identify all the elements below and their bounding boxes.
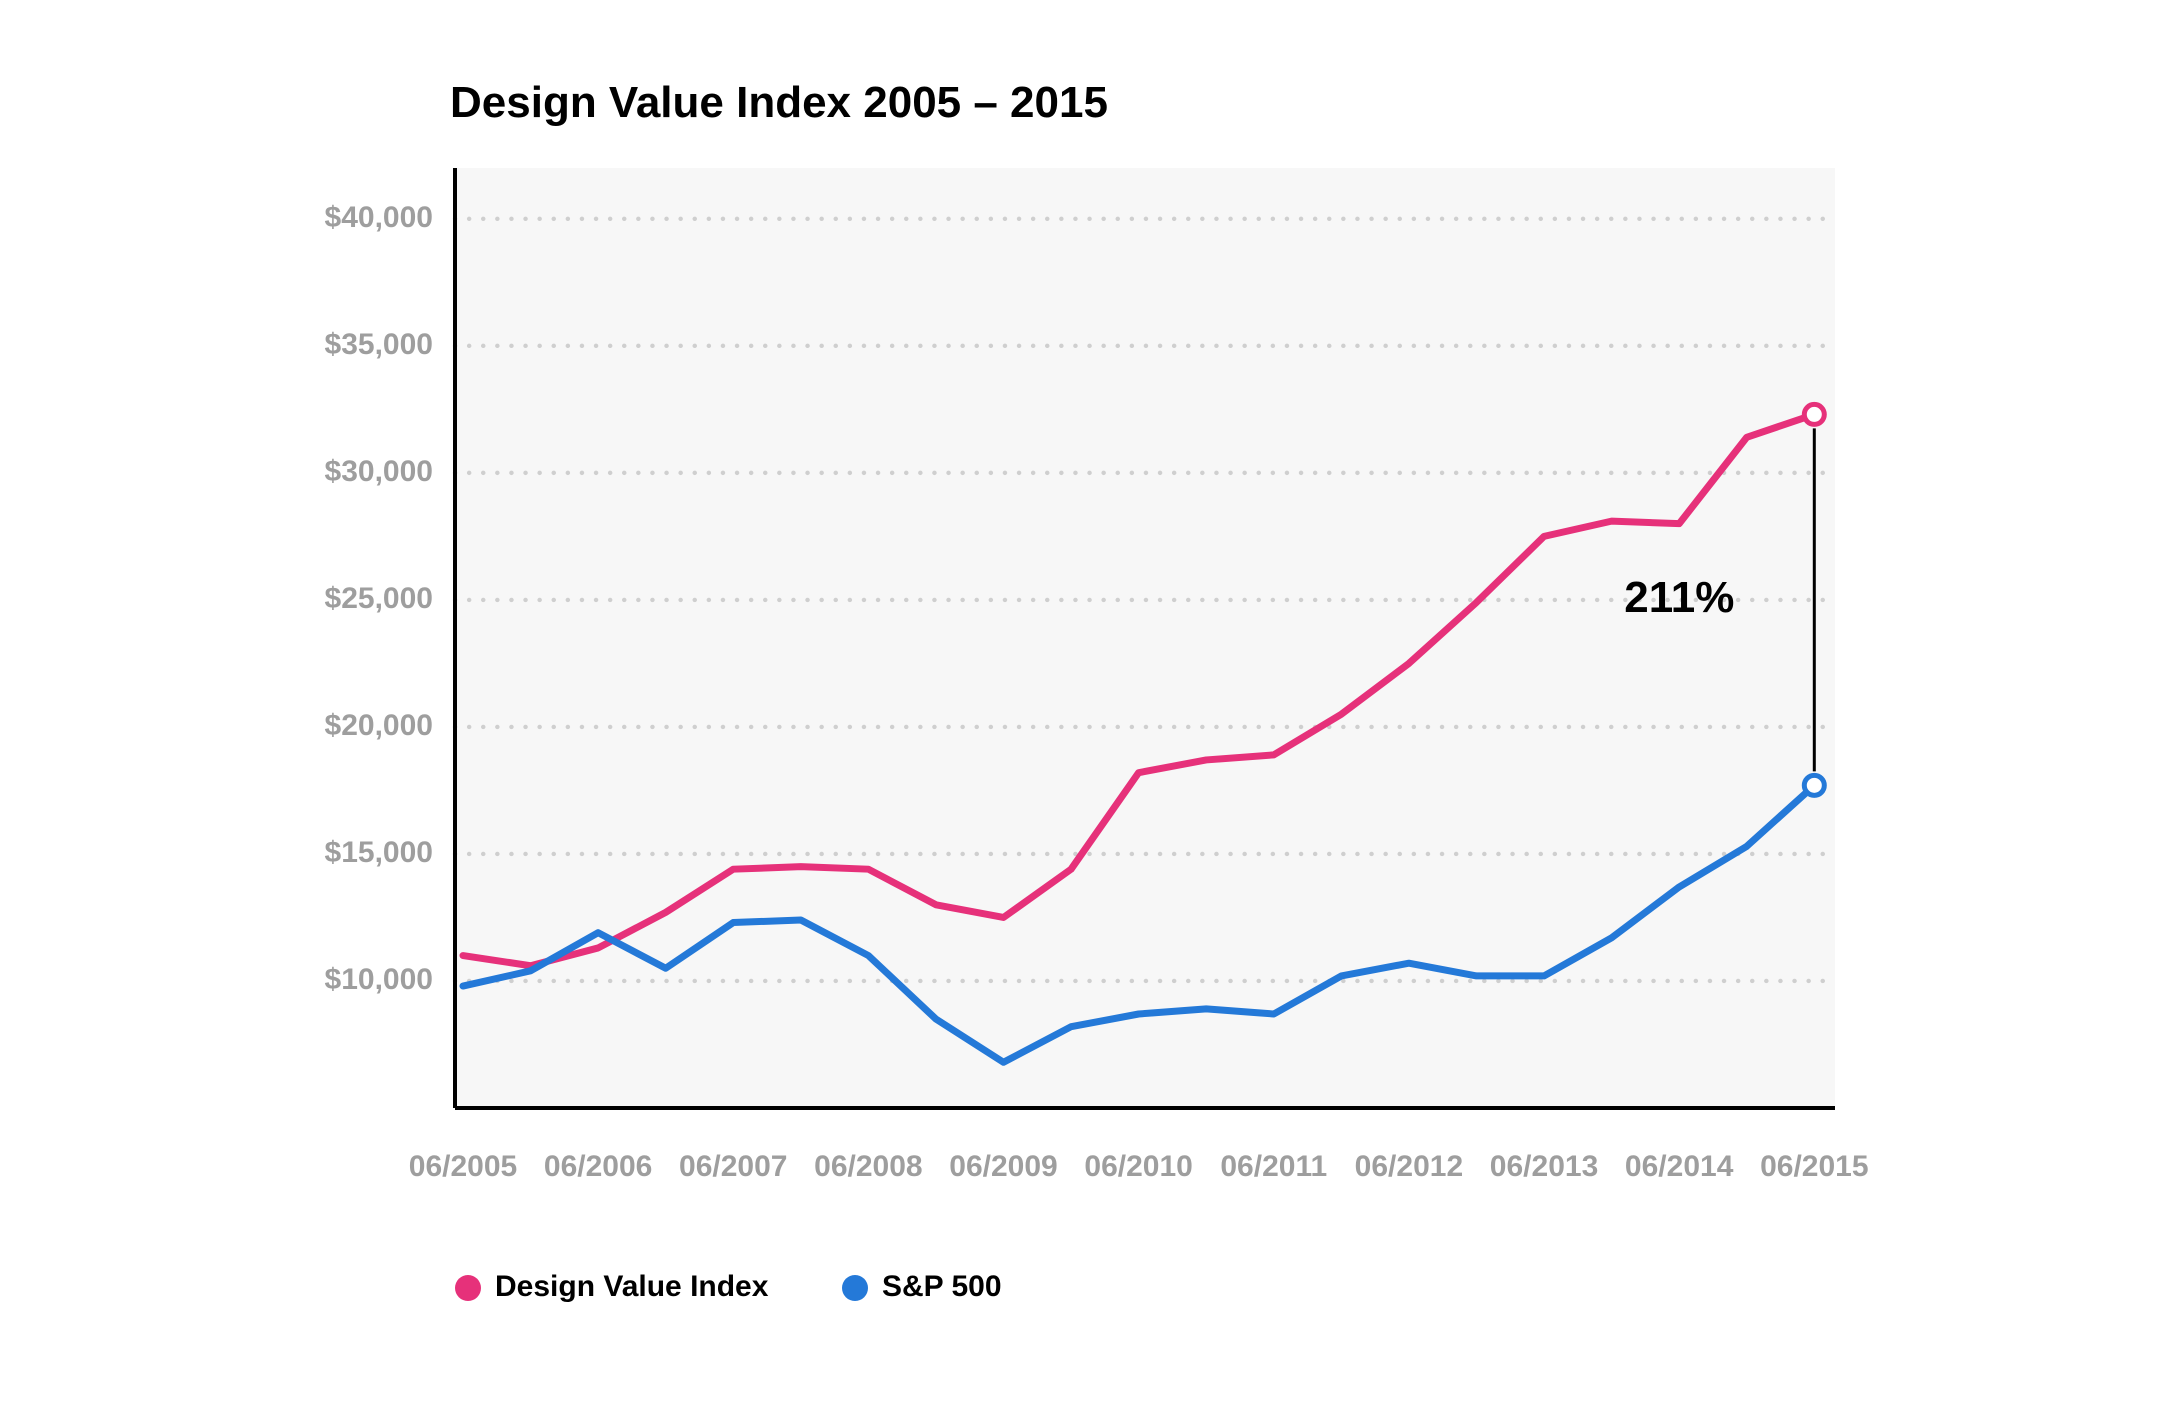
legend-marker-sp500: [842, 1275, 868, 1301]
chart-svg: [455, 168, 1835, 1108]
y-tick-label: $10,000: [325, 963, 433, 997]
y-tick-label: $30,000: [325, 455, 433, 489]
callout-label: 211%: [1624, 573, 1734, 623]
x-tick-label: 06/2006: [544, 1150, 652, 1184]
y-tick-label: $25,000: [325, 582, 433, 616]
x-tick-label: 06/2013: [1490, 1150, 1598, 1184]
x-tick-label: 06/2008: [814, 1150, 922, 1184]
legend-marker-dvi: [455, 1275, 481, 1301]
x-tick-label: 06/2009: [949, 1150, 1057, 1184]
y-tick-label: $35,000: [325, 328, 433, 362]
x-tick-label: 06/2011: [1220, 1150, 1327, 1184]
x-tick-label: 06/2010: [1084, 1150, 1192, 1184]
chart-title: Design Value Index 2005 – 2015: [450, 78, 1108, 128]
series-line-sp500: [463, 785, 1814, 1062]
legend-label-sp500: S&P 500: [882, 1270, 1002, 1304]
x-tick-label: 06/2007: [679, 1150, 787, 1184]
x-tick-label: 06/2005: [409, 1150, 517, 1184]
y-tick-label: $40,000: [325, 201, 433, 235]
end-marker-dvi: [1804, 404, 1824, 424]
chart-container: Design Value Index 2005 – 2015 $10,000 $1…: [0, 0, 2160, 1420]
x-tick-label: 06/2014: [1625, 1150, 1733, 1184]
y-tick-label: $20,000: [325, 709, 433, 743]
plot-area: [455, 168, 1835, 1108]
x-tick-label: 06/2012: [1355, 1150, 1463, 1184]
x-tick-label: 06/2015: [1760, 1150, 1868, 1184]
y-tick-label: $15,000: [325, 836, 433, 870]
end-marker-sp500: [1804, 775, 1824, 795]
legend-label-dvi: Design Value Index: [495, 1270, 768, 1304]
series-line-dvi: [463, 414, 1814, 965]
